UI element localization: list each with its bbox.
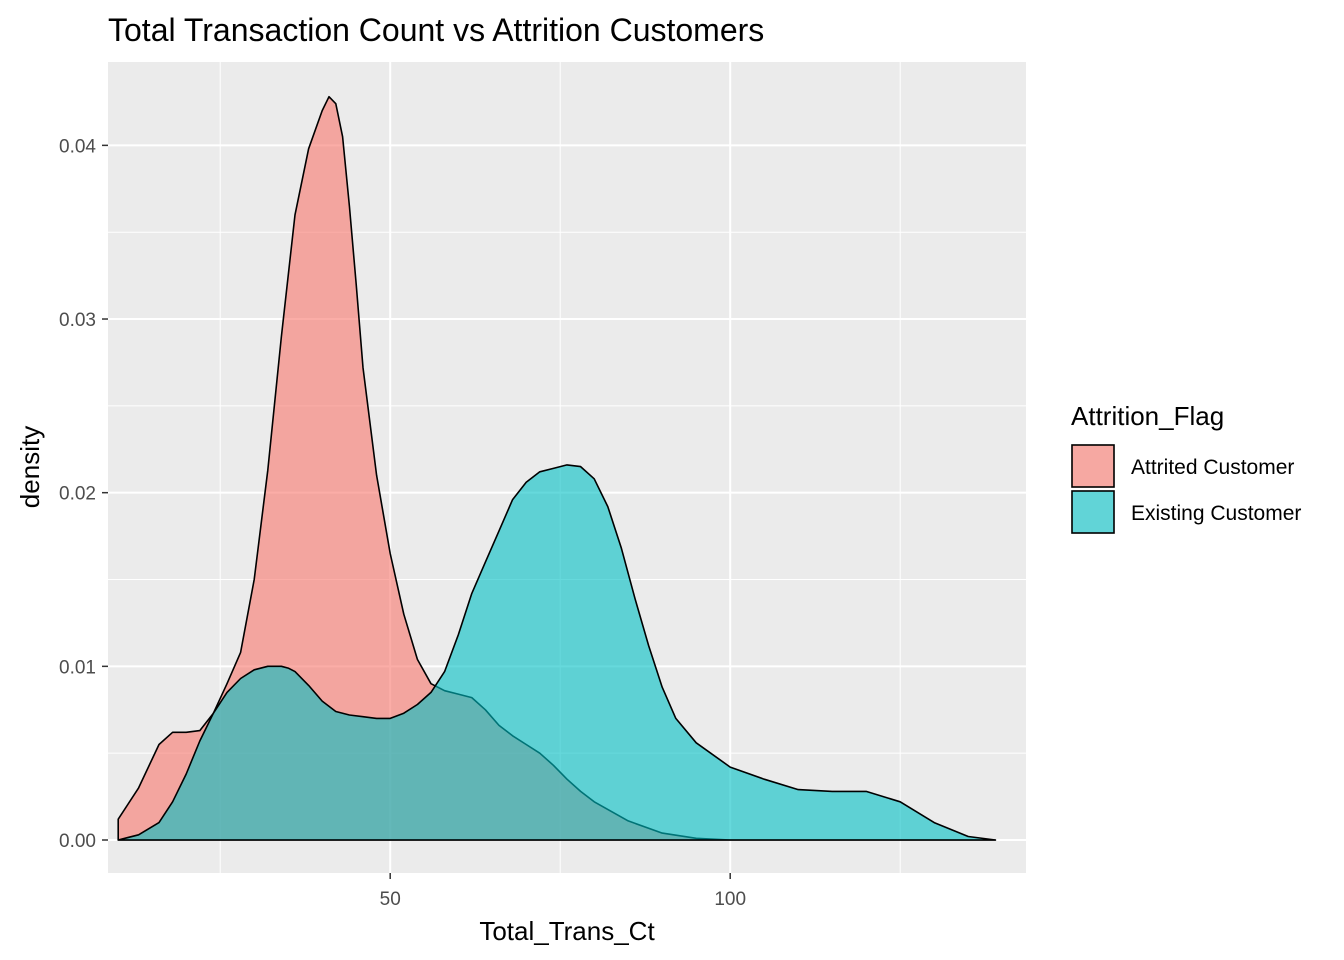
legend-label: Attrited Customer <box>1131 456 1294 479</box>
chart-title: Total Transaction Count vs Attrition Cus… <box>108 12 764 48</box>
density-areas <box>117 95 997 841</box>
legend-label: Existing Customer <box>1131 502 1301 525</box>
x-axis-title: Total_Trans_Ct <box>479 916 655 946</box>
x-tick-label: 100 <box>714 889 746 910</box>
legend-key-swatch <box>1071 490 1115 534</box>
legend: Attrition_Flag Attrited Customer Existing… <box>1071 401 1301 534</box>
legend-title: Attrition_Flag <box>1071 401 1224 431</box>
y-axis-ticks: 0.00 0.01 0.02 0.03 0.04 <box>59 136 108 852</box>
y-axis-title: density <box>15 426 45 508</box>
y-tick-label: 0.04 <box>59 136 96 157</box>
x-tick-label: 50 <box>380 889 401 910</box>
legend-items: Attrited Customer Existing Customer <box>1071 444 1301 534</box>
density-area-existing <box>117 464 997 841</box>
y-tick-label: 0.02 <box>59 484 96 505</box>
y-tick-label: 0.01 <box>59 657 96 678</box>
y-tick-label: 0.00 <box>59 831 96 852</box>
x-axis-ticks: 50 100 <box>380 873 746 910</box>
legend-key-swatch <box>1071 444 1115 488</box>
y-tick-label: 0.03 <box>59 310 96 331</box>
